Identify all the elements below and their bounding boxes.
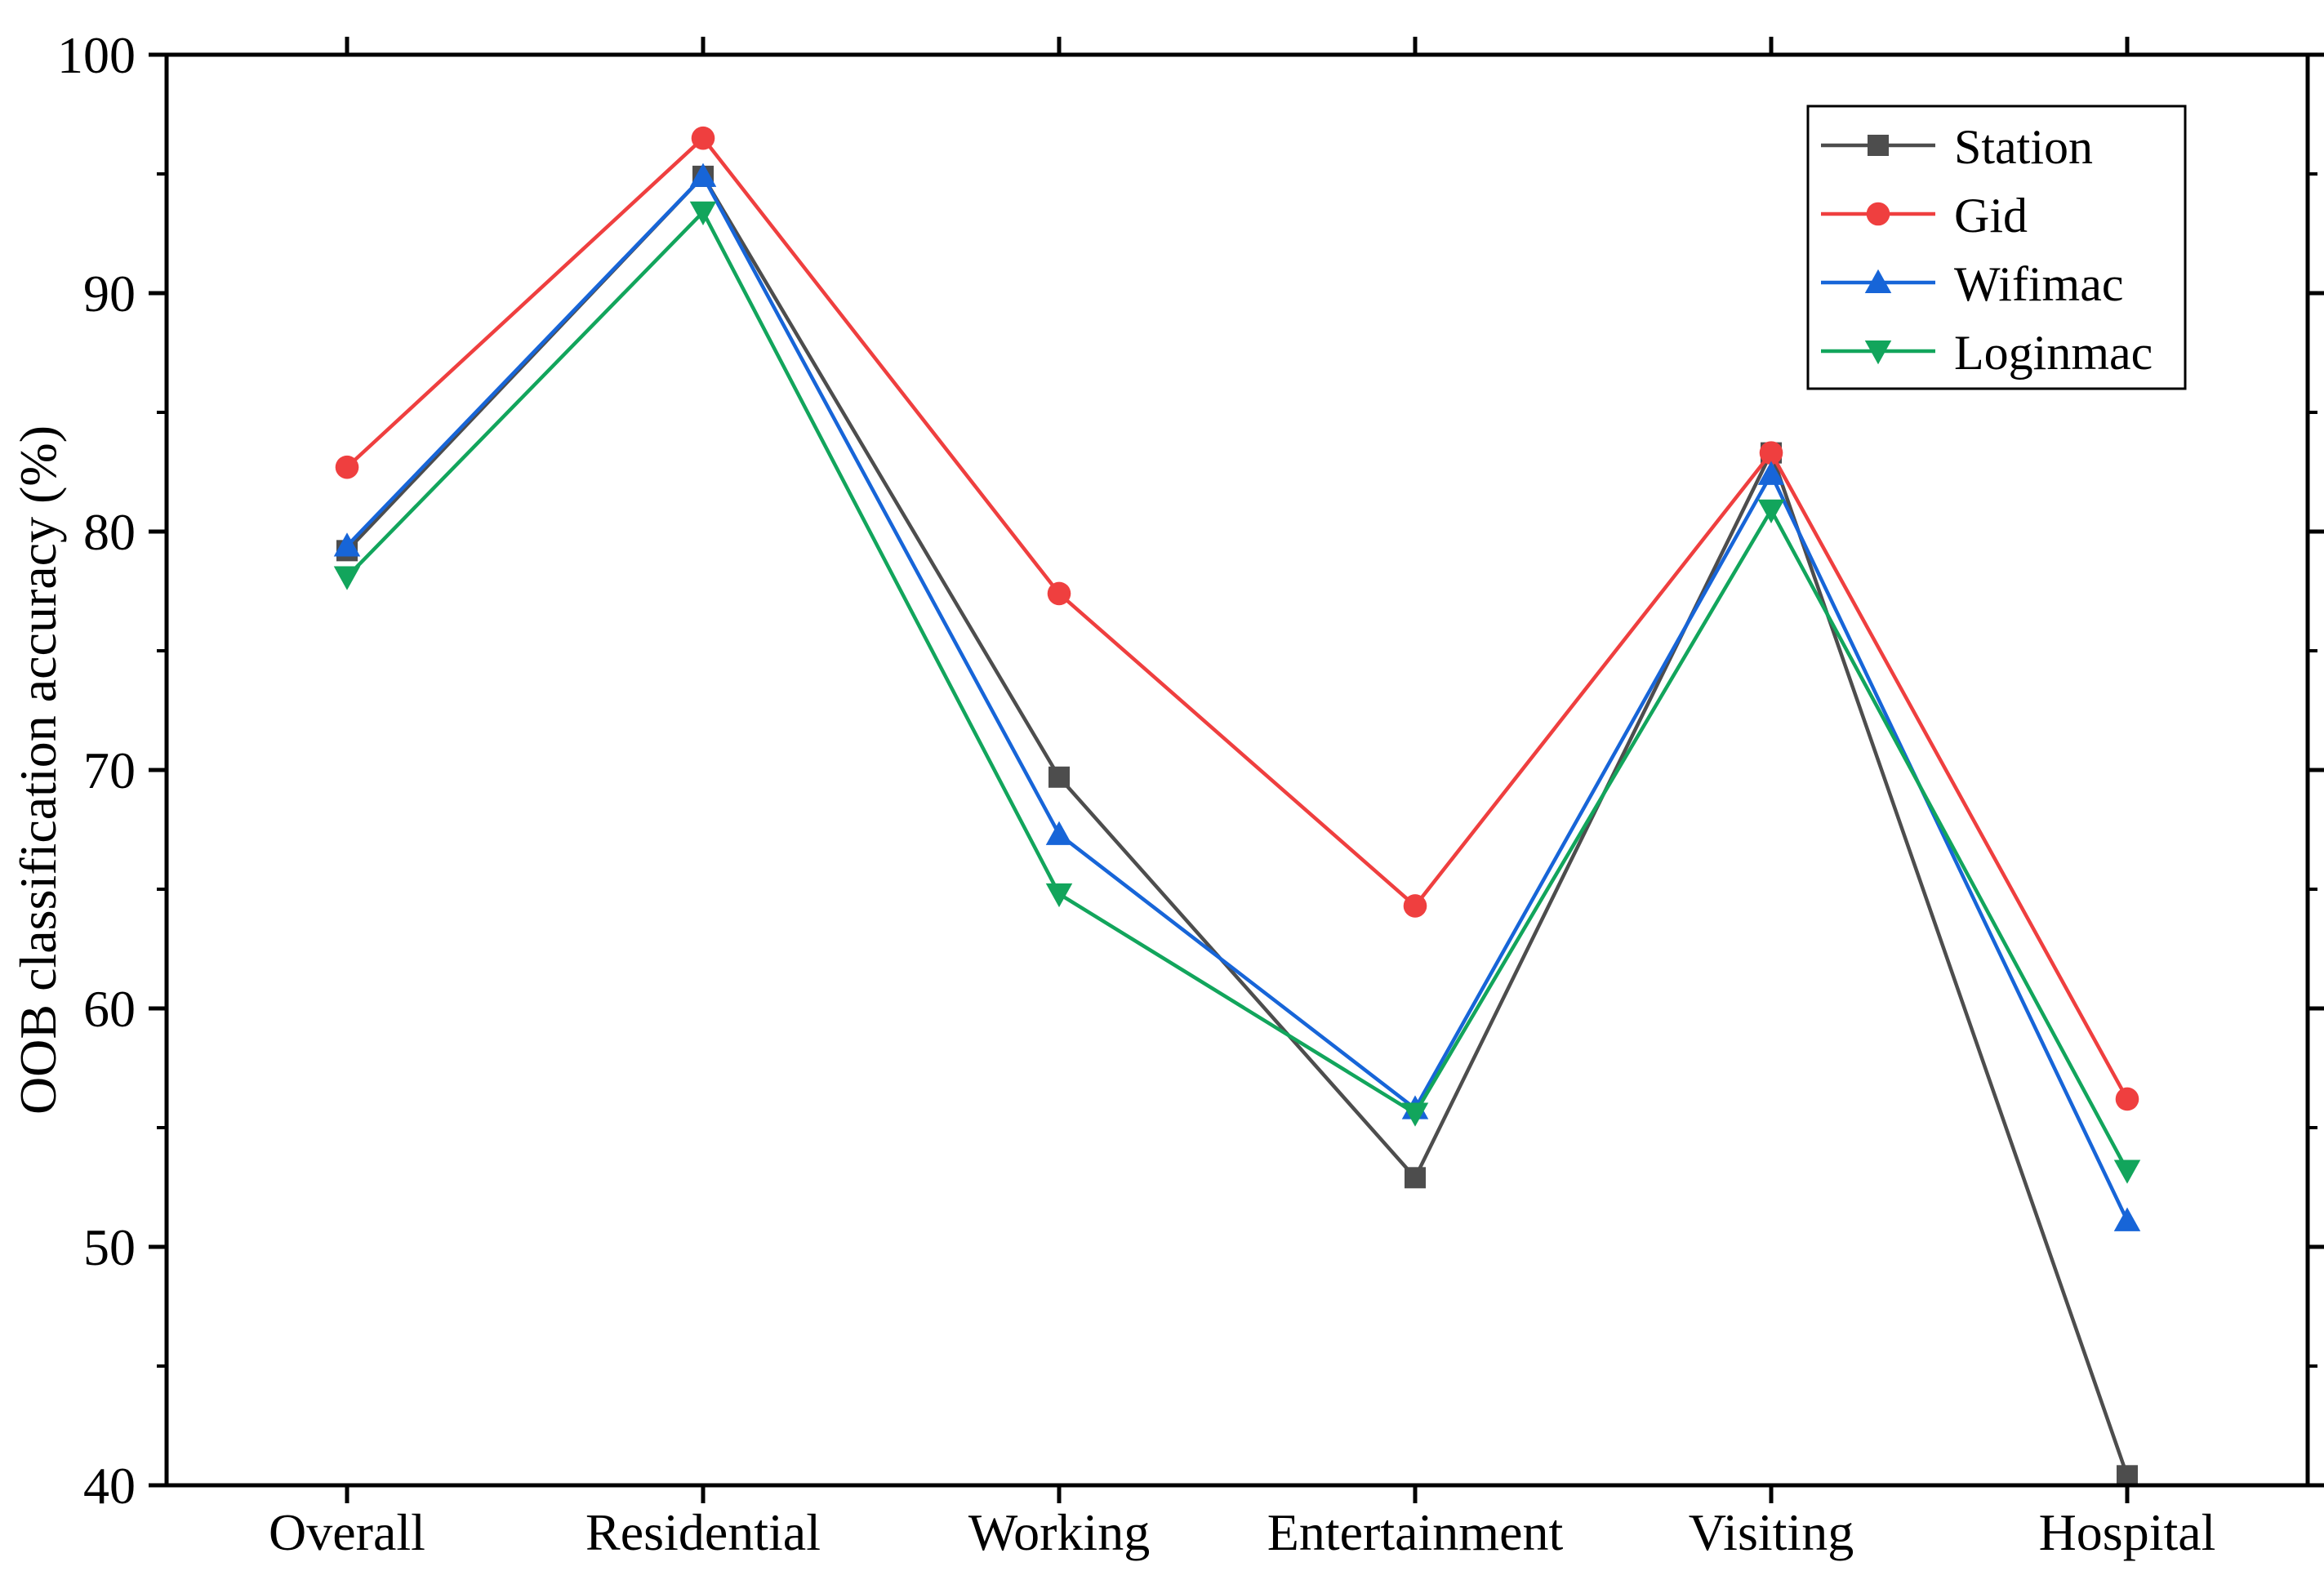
data-point <box>2115 1087 2139 1111</box>
data-point <box>1757 499 1785 523</box>
x-tick-label: Residential <box>585 1503 821 1561</box>
legend-item: Wifimac <box>1821 257 2123 311</box>
legend-marker <box>1868 135 1889 156</box>
legend-label: Gid <box>1954 189 2028 243</box>
series-line <box>345 210 2129 1172</box>
legend-marker <box>1864 269 1892 293</box>
y-tick-label: 40 <box>83 1457 136 1515</box>
data-point <box>2117 1465 2138 1487</box>
series-loginmac <box>333 201 2141 1184</box>
legend-label: Loginmac <box>1954 326 2153 380</box>
data-point <box>689 162 717 187</box>
data-point <box>333 532 361 557</box>
y-tick-label: 70 <box>83 741 136 799</box>
legend-item: Station <box>1821 120 2093 174</box>
series-gid <box>335 126 2139 1111</box>
y-tick-label: 80 <box>83 503 136 561</box>
y-axis-title: OOB classification accuracy (%) <box>9 425 67 1115</box>
data-point <box>1403 894 1427 918</box>
data-point <box>1757 461 1785 485</box>
series-layer <box>333 126 2141 1487</box>
legend-item: Gid <box>1821 189 2028 243</box>
y-tick-label: 100 <box>57 26 136 84</box>
data-point <box>1045 821 1073 845</box>
y-tick-label: 50 <box>83 1218 136 1276</box>
data-point <box>335 455 359 479</box>
data-point <box>1759 441 1783 465</box>
data-point <box>689 201 717 225</box>
legend-marker <box>1864 340 1892 365</box>
series-line <box>345 174 2130 1222</box>
data-point <box>2113 1207 2141 1231</box>
legend-item: Loginmac <box>1821 326 2153 380</box>
x-tick-label: Visiting <box>1689 1503 1854 1561</box>
x-tick-label: Working <box>968 1503 1150 1561</box>
legend: Station Gid Wifimac Loginmac <box>1806 105 2187 390</box>
data-point <box>1401 1102 1429 1127</box>
legend-label: Station <box>1954 120 2093 174</box>
data-point <box>1045 883 1073 908</box>
data-point <box>2113 1159 2141 1184</box>
x-tick-label: Hospital <box>2039 1503 2216 1561</box>
data-point <box>691 126 715 150</box>
x-tick-label: Overall <box>269 1503 425 1561</box>
x-axis: Overall Residential Working Entertainment Vi… <box>269 37 2215 1561</box>
y-tick-label: 90 <box>83 265 136 323</box>
data-point <box>1047 581 1071 606</box>
data-point <box>1048 766 1070 788</box>
legend-marker <box>1866 202 1890 226</box>
x-tick-label: Entertainment <box>1267 1503 1564 1561</box>
legend-label: Wifimac <box>1954 257 2123 311</box>
y-tick-label: 60 <box>83 980 136 1038</box>
y-axis: 40 50 60 70 80 90 100 <box>57 26 2324 1515</box>
data-point <box>333 566 361 590</box>
data-point <box>1405 1167 1426 1189</box>
series-line <box>345 136 2129 1101</box>
